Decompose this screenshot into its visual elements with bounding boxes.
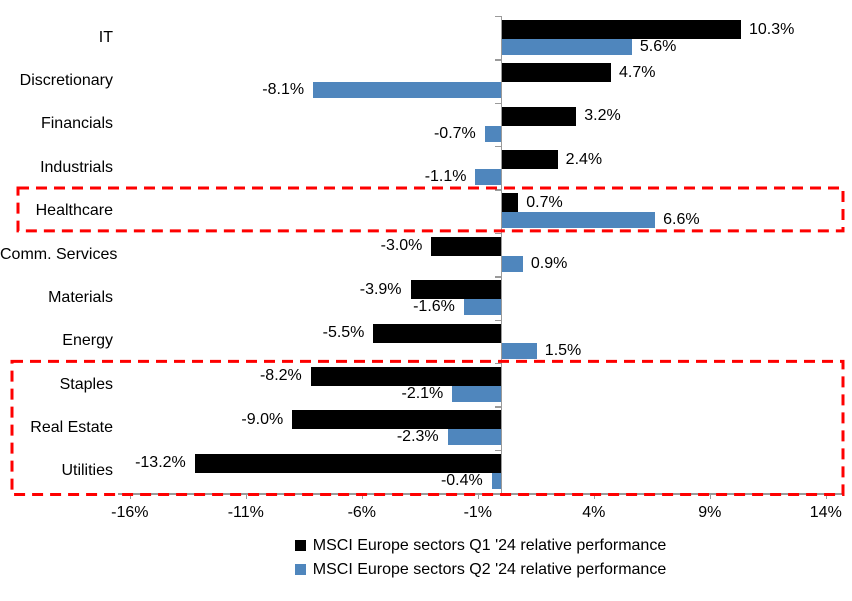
value-label: 6.6% — [663, 211, 700, 229]
category-label: Staples — [59, 375, 113, 393]
value-label: -5.5% — [322, 324, 365, 342]
y-axis-line — [500, 16, 502, 493]
value-label: -2.1% — [401, 384, 444, 402]
q2-bar — [502, 255, 523, 272]
x-axis-tick — [477, 493, 480, 499]
x-tick-label: -1% — [463, 504, 493, 521]
value-label: 5.6% — [639, 38, 677, 55]
y-axis-tick — [495, 362, 501, 365]
value-label: -13.2% — [135, 454, 186, 472]
q2-bar — [463, 299, 501, 316]
category-label: Materials — [48, 288, 113, 306]
x-tick-label: 9% — [698, 504, 722, 521]
x-axis-tick — [245, 493, 248, 499]
category-label: Real Estate — [30, 418, 113, 436]
y-axis-tick — [495, 189, 501, 191]
value-label: -3.9% — [359, 280, 402, 298]
y-axis-tick — [495, 59, 501, 61]
category-label: Healthcare — [35, 202, 113, 220]
value-label: 4.7% — [619, 63, 656, 81]
x-axis-tick — [825, 493, 828, 499]
x-tick-label: -16% — [111, 504, 149, 521]
value-label: -8.1% — [262, 81, 305, 99]
q2-bar — [502, 39, 632, 55]
x-tick-label: -11% — [227, 504, 264, 521]
q2-bar — [484, 125, 501, 142]
value-label: -2.3% — [396, 428, 439, 446]
q2-bar — [313, 82, 501, 99]
x-tick-label: -6% — [347, 504, 377, 521]
value-label: -1.6% — [413, 298, 455, 316]
q2-bar — [452, 385, 501, 402]
q2-bar — [502, 342, 537, 359]
legend-label-q1: MSCI Europe sectors Q1 '24 relative perf… — [312, 537, 667, 554]
value-label: -0.4% — [440, 471, 483, 489]
q1-bar — [431, 236, 501, 256]
category-label: Industrials — [40, 158, 113, 176]
q1-bar — [502, 20, 741, 39]
legend-item-q1: MSCI Europe sectors Q1 '24 relative perf… — [294, 536, 667, 555]
q1-bar — [502, 193, 519, 213]
value-label: 1.5% — [544, 341, 582, 359]
category-label: Discretionary — [19, 72, 113, 90]
category-label: Energy — [62, 332, 113, 350]
legend-swatch-q1-icon — [294, 540, 306, 551]
q1-bar — [502, 150, 558, 170]
y-axis-tick — [495, 406, 501, 408]
q2-bar — [447, 429, 501, 446]
x-tick-label: 4% — [582, 504, 606, 521]
value-label: -0.7% — [433, 124, 476, 142]
y-axis-tick — [495, 102, 501, 105]
y-axis-tick — [495, 232, 501, 235]
value-label: 10.3% — [748, 20, 795, 38]
y-axis-tick — [495, 319, 501, 321]
value-label: -8.2% — [259, 367, 302, 385]
y-axis-tick — [495, 146, 501, 148]
x-axis-line — [118, 493, 843, 495]
legend-item-q2: MSCI Europe sectors Q2 '24 relative perf… — [294, 560, 667, 579]
y-axis-tick — [495, 276, 501, 278]
value-label: 3.2% — [584, 107, 621, 125]
value-label: -3.0% — [380, 237, 423, 255]
q1-bar — [410, 280, 501, 300]
value-label: 0.7% — [526, 193, 563, 211]
legend-swatch-q2-icon — [294, 564, 306, 575]
x-axis-tick — [709, 493, 712, 499]
y-axis-tick — [495, 449, 501, 452]
q2-bar — [502, 212, 656, 229]
x-axis-tick — [593, 493, 596, 499]
y-axis-tick — [495, 16, 501, 18]
q1-bar — [502, 106, 577, 126]
legend: MSCI Europe sectors Q1 '24 relative perf… — [118, 536, 843, 579]
category-label: Financials — [40, 115, 113, 133]
legend-label-q2: MSCI Europe sectors Q2 '24 relative perf… — [312, 561, 667, 578]
y-axis-tick — [495, 493, 501, 495]
value-label: 2.4% — [565, 150, 603, 168]
value-label: -9.0% — [241, 410, 284, 428]
value-label: -1.1% — [424, 168, 467, 186]
x-axis-tick — [129, 493, 132, 499]
value-label: 0.9% — [530, 254, 568, 272]
category-label: Utilities — [61, 462, 113, 480]
x-axis-tick — [361, 493, 364, 499]
category-label: IT — [98, 28, 113, 46]
category-label: Comm. Services — [0, 245, 118, 263]
q2-bar — [475, 169, 501, 186]
q1-bar — [373, 323, 501, 343]
x-tick-label: 14% — [809, 504, 842, 521]
q1-bar — [502, 63, 612, 83]
